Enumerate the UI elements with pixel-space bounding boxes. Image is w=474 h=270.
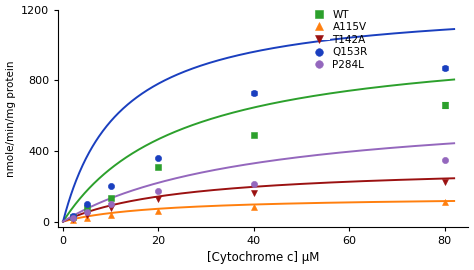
Y-axis label: nmole/min/mg protein: nmole/min/mg protein [6, 60, 16, 177]
X-axis label: [Cytochrome c] μM: [Cytochrome c] μM [207, 251, 319, 264]
Legend: WT, A115V, T142A, Q153R, P284L: WT, A115V, T142A, Q153R, P284L [304, 5, 372, 74]
